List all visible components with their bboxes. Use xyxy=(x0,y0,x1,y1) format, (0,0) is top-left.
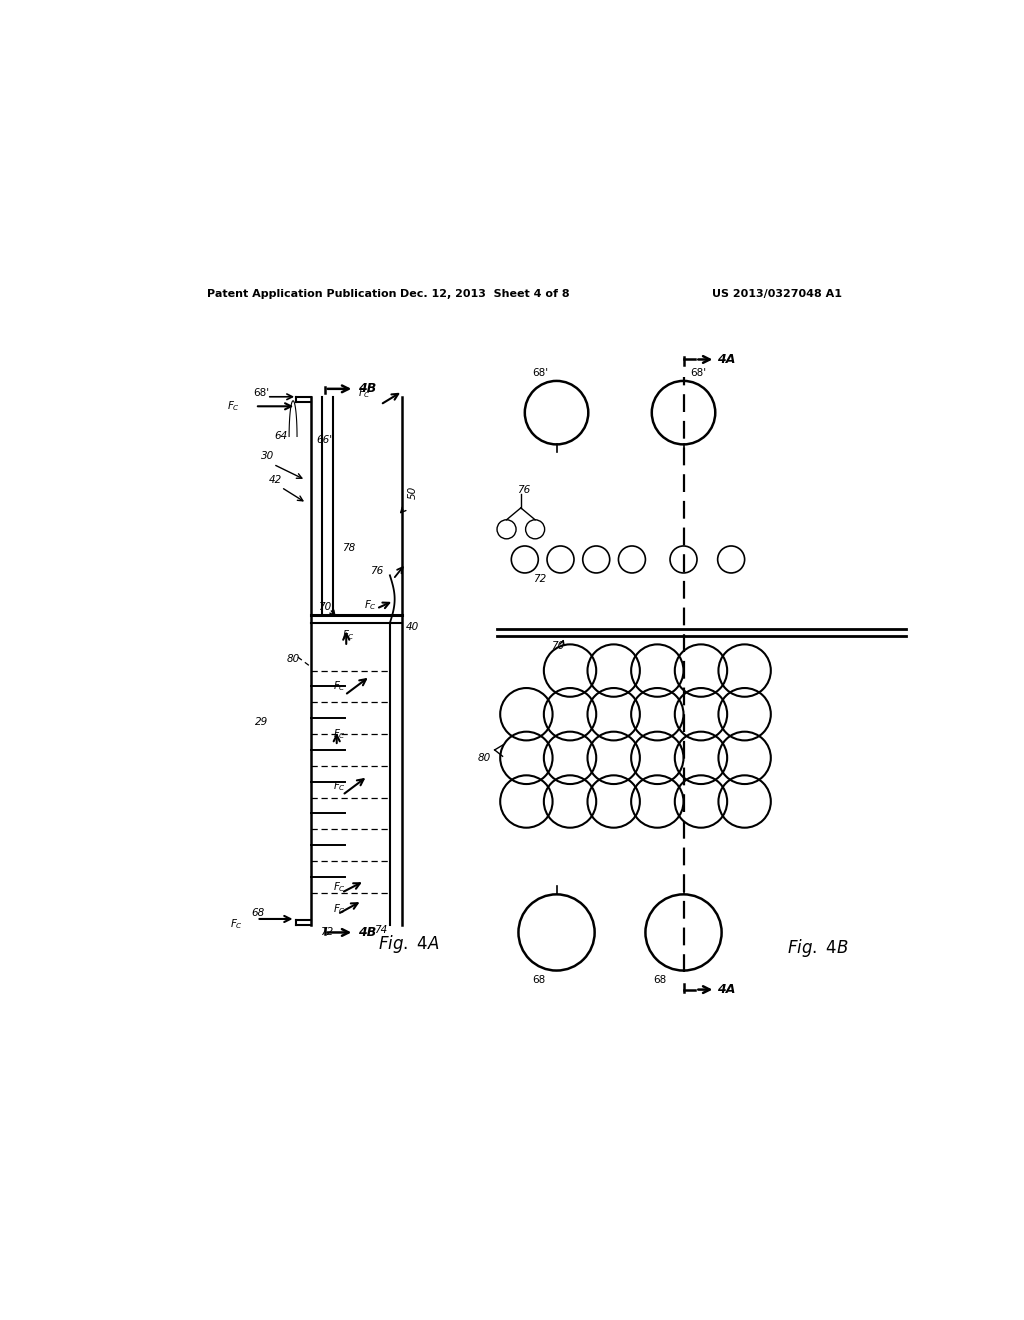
Text: 4A: 4A xyxy=(717,983,735,997)
Text: 68': 68' xyxy=(690,368,706,378)
Text: $F_C$: $F_C$ xyxy=(342,628,355,642)
Text: 72: 72 xyxy=(532,574,546,585)
Text: 30: 30 xyxy=(261,451,274,461)
Text: US 2013/0327048 A1: US 2013/0327048 A1 xyxy=(713,289,842,300)
Text: Dec. 12, 2013  Sheet 4 of 8: Dec. 12, 2013 Sheet 4 of 8 xyxy=(400,289,570,300)
Text: $F_C$: $F_C$ xyxy=(365,598,378,611)
Text: 72: 72 xyxy=(321,928,333,937)
Text: 4B: 4B xyxy=(358,925,377,939)
Text: 70: 70 xyxy=(551,642,564,651)
Text: $F_C$: $F_C$ xyxy=(227,400,241,413)
Text: 66': 66' xyxy=(316,436,332,445)
Text: 40: 40 xyxy=(406,622,419,632)
Text: $F_C$: $F_C$ xyxy=(358,385,371,400)
Text: 70: 70 xyxy=(318,602,332,612)
Text: $F_C$: $F_C$ xyxy=(333,680,346,693)
Text: Patent Application Publication: Patent Application Publication xyxy=(207,289,397,300)
Text: 74: 74 xyxy=(374,925,387,935)
Text: 64: 64 xyxy=(274,432,288,441)
Text: 68': 68' xyxy=(253,388,269,397)
Text: $F_C$: $F_C$ xyxy=(333,779,346,792)
Text: 4B: 4B xyxy=(358,383,377,396)
Text: $\mathit{Fig.\ 4A}$: $\mathit{Fig.\ 4A}$ xyxy=(378,933,439,956)
Text: 80: 80 xyxy=(287,653,300,664)
Text: $F_C$: $F_C$ xyxy=(333,727,346,741)
Text: 50: 50 xyxy=(408,486,418,499)
Text: 68: 68 xyxy=(653,975,667,985)
Text: 42: 42 xyxy=(269,475,283,486)
Text: 76: 76 xyxy=(517,486,530,495)
Text: 80: 80 xyxy=(477,752,490,763)
Text: $\mathit{Fig.\ 4B}$: $\mathit{Fig.\ 4B}$ xyxy=(786,937,848,960)
Text: 78: 78 xyxy=(342,543,355,553)
Text: 76: 76 xyxy=(370,566,383,577)
Text: $F_C$: $F_C$ xyxy=(333,902,346,916)
Text: $F_C$: $F_C$ xyxy=(229,917,243,931)
Text: 68: 68 xyxy=(532,975,546,985)
Text: 29: 29 xyxy=(255,717,268,727)
Text: 68': 68' xyxy=(532,368,549,378)
Text: 68: 68 xyxy=(251,908,264,917)
Text: $F_C$: $F_C$ xyxy=(333,880,346,894)
Text: 4A: 4A xyxy=(717,352,735,366)
